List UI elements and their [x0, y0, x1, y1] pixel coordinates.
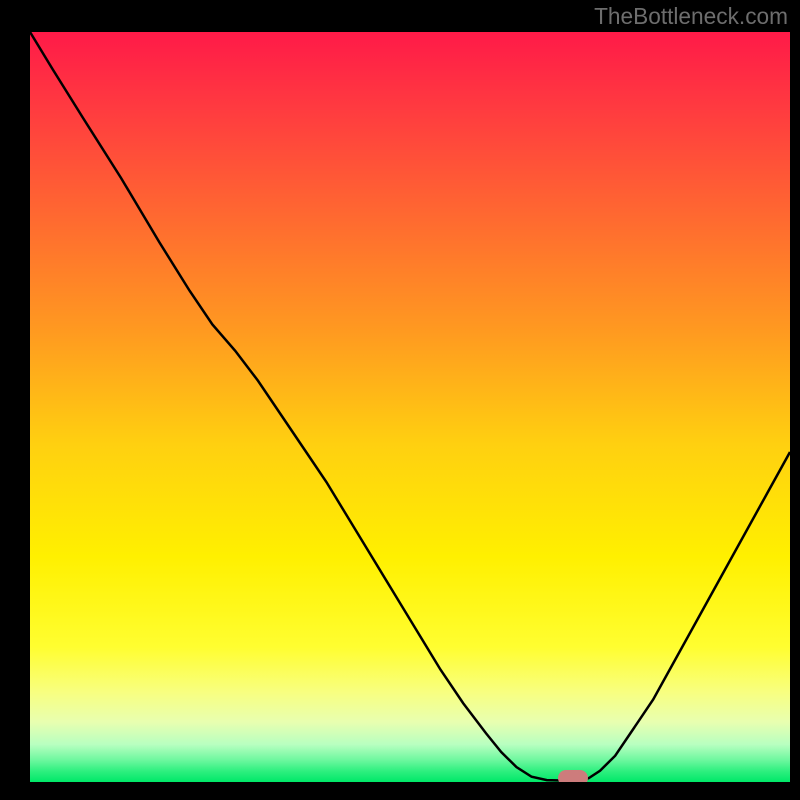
optimum-marker [558, 770, 588, 783]
plot-area [30, 32, 790, 782]
figure-root: TheBottleneck.com [0, 0, 800, 800]
watermark-text: TheBottleneck.com [594, 3, 788, 30]
bottleneck-curve [30, 32, 790, 782]
